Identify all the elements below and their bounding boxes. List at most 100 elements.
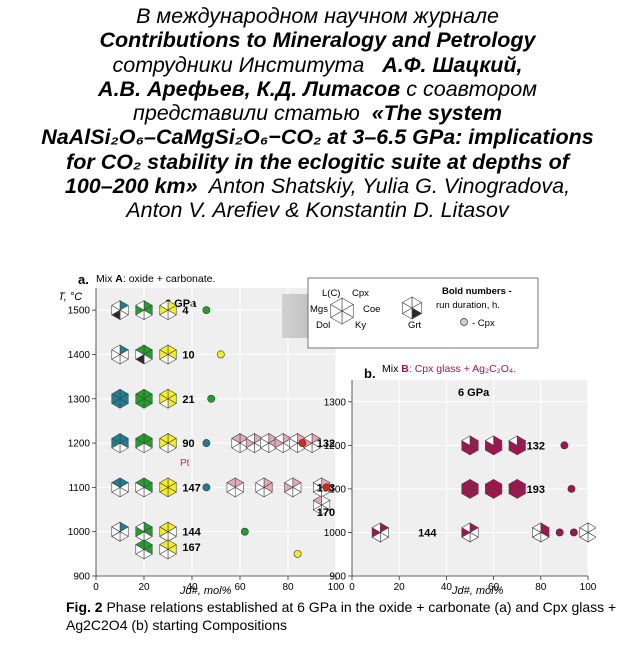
cpx-point	[567, 484, 576, 493]
run-duration-label: 144	[182, 527, 201, 539]
phase-hexagon	[159, 300, 177, 321]
run-duration-label: 90	[182, 438, 194, 450]
x-tick-label: 20	[138, 582, 150, 593]
legend-hexagon	[330, 297, 354, 325]
panel-b-xlabel: Jd#, mol%	[451, 585, 504, 597]
legend: L(C) Cpx Mgs Coe Dol Ky Grt Bold numbers…	[307, 277, 539, 349]
phase-hexagon	[135, 433, 153, 454]
hex-sector	[111, 388, 121, 400]
hex-sector	[159, 539, 169, 550]
run-duration-label: 144	[418, 527, 437, 539]
hex-sector	[135, 433, 145, 444]
intro-line-5: представили статью «The system	[133, 101, 502, 126]
y-tick-label: 900	[329, 572, 346, 583]
hex-sector	[461, 522, 471, 533]
y-tick-label: 1500	[68, 306, 91, 317]
phase-hexagon	[274, 433, 293, 454]
phase-hexagon	[259, 433, 278, 454]
phase-hexagon	[111, 344, 129, 365]
phase-hexagon	[111, 477, 129, 498]
cpx-point	[298, 439, 307, 447]
hex-sector	[135, 300, 145, 311]
phase-hexagon	[135, 521, 153, 542]
hex-sector	[135, 521, 145, 533]
hex-sector	[484, 478, 494, 490]
hex-sector	[135, 344, 145, 355]
journal-name: Contributions to Mineralogy and Petrolog…	[99, 28, 536, 53]
hex-sector	[231, 433, 241, 444]
run-duration-label: 147	[182, 482, 200, 494]
phase-hexagon	[111, 433, 129, 454]
caption-text: Phase relations established at 6 GPa in …	[66, 599, 617, 633]
legend-ky: Ky	[355, 320, 366, 331]
cpx-point	[216, 350, 225, 359]
panel-a-title: Mix A: oxide + carbonate.	[96, 273, 215, 285]
legend-grt: Grt	[408, 320, 422, 331]
phase-hexagon	[159, 539, 177, 560]
legend-mgs: Mgs	[310, 304, 328, 315]
phase-hexagon	[579, 522, 597, 543]
figure-svg: a. Mix A: oxide + carbonate. T, °C 6 GPa…	[58, 272, 597, 597]
phase-hexagon	[135, 300, 153, 321]
phase-hexagon	[159, 388, 177, 409]
x-tick-label: 40	[441, 582, 453, 593]
hex-sector	[312, 495, 322, 506]
hex-sector	[135, 539, 145, 550]
cpx-composition-points	[202, 306, 578, 558]
hex-sector	[312, 477, 322, 488]
hex-sector	[135, 388, 145, 400]
phase-hexagon	[312, 495, 331, 516]
x-tick-label: 80	[535, 582, 547, 593]
y-tick-label: 1000	[324, 528, 347, 539]
hex-sector	[259, 433, 270, 444]
phase-hexagon	[135, 344, 153, 365]
phase-hexagon	[111, 388, 129, 409]
hex-sector	[111, 521, 121, 533]
article-title-line-2: NaAlSi₂O₆–CaMgSi₂O₆−CO₂ at 3–6.5 GPa: im…	[41, 125, 594, 150]
x-tick-label: 0	[93, 582, 99, 593]
intro-line-3: сотрудники Института А.Ф. Шацкий,	[112, 52, 523, 77]
intro-line-9: Anton V. Arefiev & Konstantin D. Litasov	[126, 198, 509, 223]
legend-bold-numbers: Bold numbers -	[442, 286, 512, 297]
legend-lc: L(C)	[322, 288, 340, 299]
run-duration-label: 132	[527, 440, 545, 452]
article-title-start: «The system	[371, 101, 502, 126]
panel-b-plot-area	[352, 380, 588, 576]
legend-cpx: Cpx	[352, 288, 369, 299]
phase-hexagon	[135, 477, 153, 498]
y-tick-label: 1100	[68, 483, 90, 494]
hex-sector	[484, 435, 494, 446]
intro-line-1: В международном научном журнале	[136, 4, 499, 28]
phase-hexagon	[226, 477, 245, 498]
run-duration-label: 167	[182, 542, 200, 554]
hex-sector	[159, 521, 169, 533]
intro-line-8: 100–200 km» Anton Shatskiy, Yulia G. Vin…	[64, 174, 571, 199]
phase-hexagon	[255, 477, 273, 498]
hex-sector	[274, 433, 284, 444]
phase-hexagon	[159, 344, 177, 365]
run-duration-label: 132	[317, 438, 335, 450]
cpx-point	[555, 528, 564, 537]
y-tick-label: 1100	[324, 484, 346, 495]
x-tick-label: 40	[186, 582, 198, 593]
phase-hexagon	[135, 388, 153, 409]
article-title-end: 100–200 km»	[64, 174, 198, 199]
legend-coe: Coe	[363, 304, 380, 315]
phase-hexagon	[484, 435, 503, 456]
hex-sector	[135, 477, 145, 488]
phase-hexagon	[508, 435, 527, 456]
intro-line-4: А.В. Арефьев, К.Д. Литасов с соавтором	[98, 76, 537, 101]
hex-sector	[226, 477, 236, 488]
figure-2: a. Mix A: oxide + carbonate. T, °C 6 GPa…	[58, 262, 597, 598]
hex-sector	[159, 344, 169, 355]
x-tick-label: 20	[394, 582, 406, 593]
phase-hexagon	[461, 522, 479, 543]
phase-hexagon	[111, 300, 129, 321]
cpx-point	[207, 394, 216, 403]
legend-grt-hexagon	[401, 296, 423, 320]
author-shatskiy: А.Ф. Шацкий,	[382, 52, 523, 77]
panel-a-xlabel: Jd#, mol%	[179, 585, 232, 597]
legend-cpx-marker	[460, 318, 468, 326]
